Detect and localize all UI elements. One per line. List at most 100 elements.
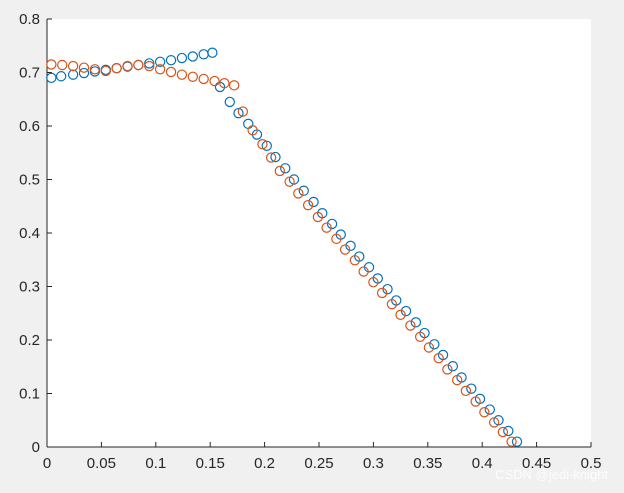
data-point: [233, 107, 244, 119]
x-tick-label: 0.15: [196, 455, 225, 472]
data-point: [410, 317, 422, 328]
data-point: [358, 266, 369, 277]
x-tick-label: 0.45: [522, 455, 551, 472]
data-point: [207, 47, 218, 58]
x-tick-label: 0: [43, 455, 51, 472]
y-tick-label: 0.3: [19, 279, 40, 296]
data-point: [423, 342, 435, 353]
data-point: [176, 69, 188, 80]
data-point: [349, 255, 361, 266]
data-point: [165, 54, 177, 66]
data-point: [144, 60, 155, 72]
y-tick-label: 0.8: [19, 11, 40, 28]
plot-area: [47, 19, 591, 447]
y-tick-label: 0.4: [19, 225, 40, 242]
data-point: [511, 436, 523, 447]
data-point: [274, 165, 286, 177]
axes: 0 0.05 0.1 0.15 0.2 0.25 0.3 0.35 0.4 0.45 0.5 0 0.1…: [19, 11, 601, 472]
data-point: [382, 283, 393, 295]
data-point: [308, 196, 319, 208]
y-tick-label: 0.1: [19, 386, 40, 403]
data-point: [111, 63, 122, 74]
data-point: [165, 66, 177, 78]
data-point: [395, 309, 406, 321]
data-point: [312, 211, 324, 223]
data-point: [447, 361, 459, 372]
y-tick-label: 0.2: [19, 332, 40, 349]
data-point: [133, 59, 144, 71]
x-tick-label: 0.25: [304, 455, 333, 472]
data-point: [89, 64, 101, 75]
x-tick-label: 0.2: [254, 455, 275, 472]
data-point: [339, 244, 351, 255]
data-point: [57, 59, 68, 71]
data-point: [302, 199, 314, 211]
x-tick-label: 0.5: [581, 455, 602, 472]
data-point: [293, 188, 304, 199]
data-point: [326, 218, 338, 230]
data-point: [154, 56, 166, 68]
data-point: [257, 138, 268, 150]
data-point: [405, 320, 416, 331]
data-point: [484, 404, 496, 415]
data-point: [55, 71, 67, 82]
data-point: [154, 64, 166, 75]
data-point: [466, 383, 477, 394]
data-point: [506, 436, 517, 447]
data-point: [122, 60, 133, 72]
data-point: [284, 176, 295, 187]
data-point: [460, 385, 472, 397]
series-1: [46, 47, 523, 447]
data-point: [400, 305, 412, 317]
data-point: [479, 407, 490, 418]
data-point: [67, 60, 79, 72]
data-point: [67, 69, 79, 80]
y-tick-label: 0.7: [19, 65, 40, 82]
x-tick-label: 0.4: [472, 455, 493, 472]
data-point: [261, 140, 272, 151]
x-tick-label: 0.3: [363, 455, 384, 472]
data-point: [497, 426, 509, 438]
data-point: [429, 339, 440, 350]
data-point: [386, 298, 398, 310]
watermark-text: CSDN @jedi-knight: [495, 467, 608, 482]
data-point: [198, 73, 209, 85]
x-tick-label: 0.05: [87, 455, 116, 472]
data-point: [321, 222, 332, 233]
data-point: [376, 287, 388, 299]
data-point: [78, 62, 90, 73]
y-tick-label: 0.6: [19, 118, 40, 135]
data-point: [237, 106, 249, 117]
data-point: [414, 331, 426, 342]
data-points: [46, 47, 523, 447]
y-tick-label: 0.5: [19, 172, 40, 189]
data-point: [345, 240, 356, 252]
data-point: [470, 396, 481, 407]
data-point: [219, 77, 230, 89]
data-point: [144, 58, 155, 69]
data-point: [228, 80, 240, 91]
data-point: [46, 59, 57, 70]
data-point: [100, 65, 111, 77]
data-point: [280, 163, 291, 174]
x-tick-label: 0.1: [145, 455, 166, 472]
data-point: [270, 151, 281, 163]
data-point: [265, 152, 277, 163]
data-point: [78, 67, 90, 79]
data-point: [433, 352, 444, 364]
data-point: [503, 425, 514, 437]
data-point: [224, 96, 235, 108]
data-point: [187, 51, 198, 62]
data-point: [298, 185, 309, 196]
y-tick-label: 0: [32, 439, 40, 456]
x-tick-label: 0.35: [413, 455, 442, 472]
data-point: [442, 364, 453, 375]
data-point: [46, 72, 57, 84]
data-point: [209, 75, 220, 87]
data-point: [331, 233, 342, 245]
data-point: [176, 52, 188, 64]
data-point: [368, 277, 379, 288]
data-point: [488, 417, 500, 428]
